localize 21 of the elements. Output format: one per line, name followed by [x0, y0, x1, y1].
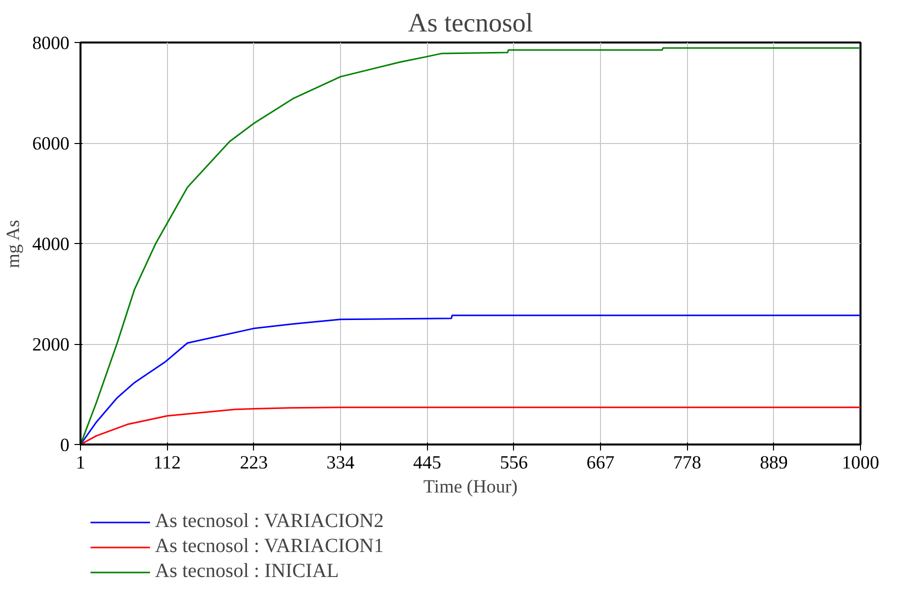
y-axis-title: mg As: [3, 220, 24, 268]
legend-label: As tecnosol : VARIACION1: [155, 535, 384, 558]
x-tick-label: 112: [154, 452, 181, 474]
x-tick-label: 667: [586, 452, 614, 474]
chart-title: As tecnosol: [408, 8, 534, 38]
legend-label: As tecnosol : INICIAL: [155, 560, 339, 583]
x-axis-title: Time (Hour): [423, 476, 518, 498]
x-tick-label: 1: [76, 452, 86, 474]
y-tick-label: 0: [60, 435, 70, 456]
x-tick-label: 1000: [842, 452, 880, 474]
x-tick-label: 889: [760, 452, 788, 474]
y-tick-label: 2000: [32, 334, 70, 356]
y-tick-label: 4000: [32, 234, 70, 255]
x-tick-label: 445: [413, 452, 442, 474]
x-tick-label: 334: [326, 452, 356, 474]
y-tick-label: 6000: [32, 134, 70, 154]
x-tick-label: 778: [673, 452, 702, 474]
x-tick-label: 223: [240, 452, 268, 474]
x-tick-label: 556: [500, 452, 528, 474]
legend-label: As tecnosol : VARIACION2: [155, 510, 384, 533]
y-tick-label: 8000: [32, 33, 70, 54]
